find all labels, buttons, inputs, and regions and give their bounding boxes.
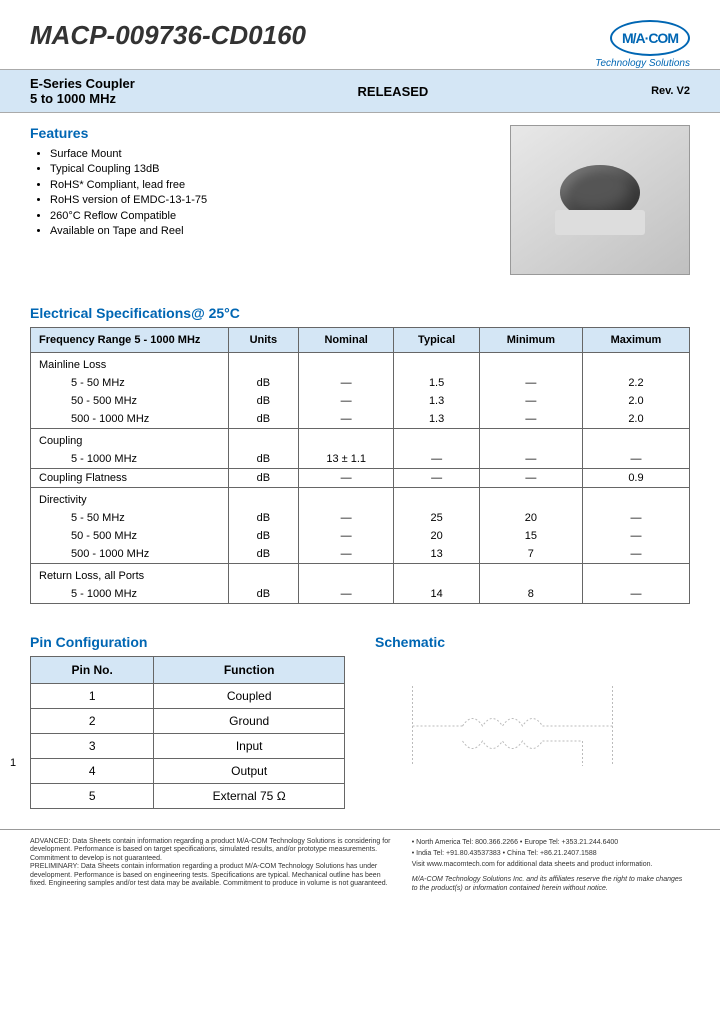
brand-logo-block: M/A·COM Technology Solutions bbox=[595, 20, 690, 69]
contact-web: Visit www.macomtech.com for additional d… bbox=[412, 860, 690, 869]
document-footer: ADVANCED: Data Sheets contain informatio… bbox=[0, 829, 720, 903]
table-row: 5 - 50 MHzdB—2520— bbox=[31, 509, 690, 527]
footer-preliminary: PRELIMINARY: Data Sheets contain informa… bbox=[30, 863, 392, 888]
product-line: E-Series Coupler bbox=[30, 76, 135, 91]
revision: Rev. V2 bbox=[651, 85, 690, 97]
table-row: Coupling FlatnessdB———0.9 bbox=[31, 469, 690, 488]
contact-na: North America Tel: 800.366.2266 bbox=[416, 839, 518, 846]
contact-eu: Europe Tel: +353.21.244.6400 bbox=[524, 839, 618, 846]
logo-icon: M/A·COM bbox=[610, 20, 690, 56]
table-row: 3Input bbox=[31, 734, 345, 759]
feature-item: RoHS version of EMDC-13-1-75 bbox=[50, 193, 510, 208]
table-row: 4Output bbox=[31, 759, 345, 784]
col-minimum: Minimum bbox=[479, 328, 582, 353]
table-group-header: Mainline Loss bbox=[31, 353, 690, 375]
table-row: 50 - 500 MHzdB—2015— bbox=[31, 527, 690, 545]
pin-col-no: Pin No. bbox=[31, 657, 154, 684]
table-row: 500 - 1000 MHzdB—1.3—2.0 bbox=[31, 410, 690, 429]
schematic-section: Schematic bbox=[375, 634, 690, 809]
footer-advanced: ADVANCED: Data Sheets contain informatio… bbox=[30, 838, 392, 863]
document-header: MACP-009736-CD0160 M/A·COM Technology So… bbox=[0, 0, 720, 69]
status-band: E-Series Coupler 5 to 1000 MHz RELEASED … bbox=[0, 69, 720, 113]
table-group-header: Coupling bbox=[31, 429, 690, 451]
table-group-header: Directivity bbox=[31, 488, 690, 510]
pin-config-section: Pin Configuration Pin No. Function 1Coup… bbox=[30, 634, 345, 809]
col-nominal: Nominal bbox=[298, 328, 393, 353]
col-units: Units bbox=[228, 328, 298, 353]
table-row: 5 - 1000 MHzdB—148— bbox=[31, 585, 690, 604]
table-row: 5External 75 Ω bbox=[31, 784, 345, 809]
col-maximum: Maximum bbox=[582, 328, 689, 353]
elec-spec-title: Electrical Specifications@ 25°C bbox=[30, 305, 690, 321]
frequency-range: 5 to 1000 MHz bbox=[30, 91, 135, 106]
features-section: Features Surface MountTypical Coupling 1… bbox=[30, 125, 510, 275]
table-row: 5 - 50 MHzdB—1.5—2.2 bbox=[31, 374, 690, 392]
table-group-header: Return Loss, all Ports bbox=[31, 564, 690, 586]
col-typical: Typical bbox=[394, 328, 479, 353]
product-image bbox=[510, 125, 690, 275]
elec-spec-table: Frequency Range 5 - 1000 MHz Units Nomin… bbox=[30, 327, 690, 604]
table-row: 5 - 1000 MHzdB13 ± 1.1——— bbox=[31, 450, 690, 469]
table-row: 50 - 500 MHzdB—1.3—2.0 bbox=[31, 392, 690, 410]
release-status: RELEASED bbox=[358, 84, 429, 99]
feature-item: Surface Mount bbox=[50, 147, 510, 162]
contact-cn: China Tel: +86.21.2407.1588 bbox=[507, 850, 597, 857]
logo-tagline: Technology Solutions bbox=[595, 58, 690, 69]
footer-disclaimer: M/A-COM Technology Solutions Inc. and it… bbox=[412, 875, 690, 893]
schematic-title: Schematic bbox=[375, 634, 690, 650]
feature-item: Available on Tape and Reel bbox=[50, 224, 510, 239]
contact-in: India Tel: +91.80.43537383 bbox=[416, 850, 501, 857]
pin-config-title: Pin Configuration bbox=[30, 634, 345, 650]
feature-item: 260°C Reflow Compatible bbox=[50, 209, 510, 224]
pin-config-table: Pin No. Function 1Coupled2Ground3Input4O… bbox=[30, 656, 345, 809]
page-number: 1 bbox=[10, 757, 16, 769]
part-number: MACP-009736-CD0160 bbox=[30, 20, 306, 51]
table-row: 2Ground bbox=[31, 709, 345, 734]
schematic-diagram bbox=[375, 656, 690, 796]
table-row: 1Coupled bbox=[31, 684, 345, 709]
features-title: Features bbox=[30, 125, 510, 141]
feature-item: Typical Coupling 13dB bbox=[50, 162, 510, 177]
feature-item: RoHS* Compliant, lead free bbox=[50, 178, 510, 193]
col-freq: Frequency Range 5 - 1000 MHz bbox=[31, 328, 229, 353]
features-list: Surface MountTypical Coupling 13dBRoHS* … bbox=[30, 147, 510, 239]
table-row: 500 - 1000 MHzdB—137— bbox=[31, 545, 690, 564]
pin-col-fn: Function bbox=[154, 657, 345, 684]
